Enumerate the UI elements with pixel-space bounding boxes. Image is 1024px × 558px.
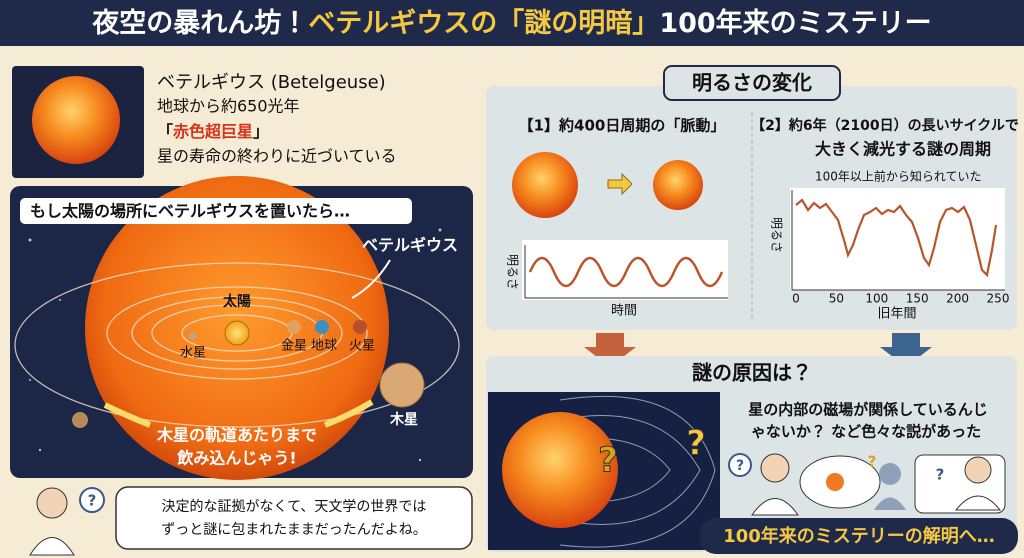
- venus-label: 金星: [281, 339, 307, 354]
- annotation: 100年以上前から知られていた: [815, 169, 982, 184]
- discussion-illustration: [728, 453, 1006, 516]
- sun: [224, 320, 250, 346]
- comparison-heading-box: [20, 198, 412, 224]
- light-curve: [795, 198, 998, 278]
- section-title: 【1】約400日周期の「脈動」: [519, 117, 726, 135]
- y-axis-label: 明るさ: [506, 254, 520, 290]
- x-tick-label: 150: [906, 292, 929, 306]
- distance: 地球から約650光年: [157, 97, 300, 116]
- bracket: 」: [253, 122, 269, 141]
- star-contracted: [653, 160, 703, 210]
- question-mark: ?: [868, 453, 877, 471]
- comparison-heading: もし太陽の場所にベテルギウスを置いたら…: [30, 202, 350, 221]
- x-tick-label: 0: [792, 292, 800, 306]
- pulse-curve: [528, 256, 724, 288]
- down-arrow: [584, 333, 636, 367]
- star-magnetic: [502, 412, 618, 528]
- earth-label: 地球: [311, 339, 337, 354]
- mercury: [189, 332, 197, 340]
- x-tick-label: 200: [946, 292, 969, 306]
- brightness-heading-box: [663, 65, 841, 101]
- classification: 「赤色超巨星」: [157, 122, 269, 141]
- mars: [353, 320, 367, 334]
- x-axis-label: 旧年間: [877, 307, 916, 322]
- pulse-arrow: [607, 172, 633, 196]
- cause-text: ゃないか？ など色々な説があった: [751, 423, 981, 441]
- question-mark: ?: [598, 441, 618, 481]
- bracket: 「: [157, 122, 173, 141]
- star-name: ベテルギウス (Betelgeuse): [157, 72, 386, 93]
- scientist-icon: [29, 487, 105, 556]
- betelgeuse-label: ベテルギウス: [362, 236, 458, 255]
- class-name: 赤色超巨星: [172, 122, 253, 141]
- section-title: 大きく減光する謎の周期: [815, 140, 991, 159]
- speech-line: 決定的な証拠がなくて、天文学の世界では: [162, 499, 427, 515]
- jupiter-label: 木星: [389, 411, 418, 428]
- cause-heading: 謎の原因は？: [692, 361, 812, 385]
- speech-line: ずっと謎に包まれたままだったんだよね。: [161, 522, 427, 538]
- jupiter: [379, 362, 425, 408]
- cause-text: 星の内部の磁場が関係しているんじ: [748, 401, 988, 419]
- section-title: 【2】約6年（2100日）の長いサイクルで: [751, 117, 1019, 134]
- down-arrow: [880, 333, 932, 367]
- title: 夜空の暴れん坊！ベテルギウスの「謎の明暗」100年来のミステリー: [91, 7, 931, 39]
- caption-line: 木星の軌道あたりまで: [156, 426, 317, 445]
- title-part: 夜空の暴れん坊！: [91, 8, 308, 39]
- caption-line: 飲み込んじゃう!: [176, 449, 296, 468]
- arrow-left: [103, 402, 152, 428]
- mars-label: 火星: [349, 339, 375, 354]
- header-bar: [0, 0, 1024, 46]
- x-axis-label: 時間: [611, 304, 637, 319]
- question-mark: ?: [936, 466, 945, 484]
- title-part: 100年来のミステリー: [659, 7, 931, 39]
- question-mark: ?: [736, 458, 744, 474]
- x-tick-label: 250: [987, 292, 1010, 306]
- x-tick-label: 50: [829, 292, 844, 306]
- venus: [287, 320, 301, 334]
- question-mark: ?: [686, 424, 706, 464]
- status: 星の寿命の終わりに近づいている: [157, 147, 397, 166]
- brightness-heading: 明るさの変化: [692, 71, 812, 95]
- x-tick-label: 100: [865, 292, 888, 306]
- banner-bg: [700, 518, 1018, 554]
- earth: [315, 320, 329, 334]
- question-mark: ?: [88, 492, 97, 510]
- speech-bubble: [115, 486, 473, 550]
- sun-label: 太陽: [222, 293, 251, 310]
- star-thumb: [32, 76, 120, 164]
- outer-jupiter-pos: [72, 412, 88, 428]
- banner: 100年来のミステリーの解明へ…: [723, 525, 995, 547]
- title-part: ベテルギウスの「謎の明暗」: [308, 7, 659, 39]
- x-ticks: 0 50 100 150 200 250: [792, 292, 1009, 306]
- y-axis-label: 明るさ: [770, 217, 784, 253]
- pulse-chart-bg: [522, 240, 728, 300]
- label-pointer: [351, 259, 391, 299]
- mercury-label: 水星: [180, 346, 206, 361]
- light-curve-bg: [790, 188, 1005, 290]
- arrow-right: [323, 399, 374, 428]
- star-expanded: [512, 152, 578, 218]
